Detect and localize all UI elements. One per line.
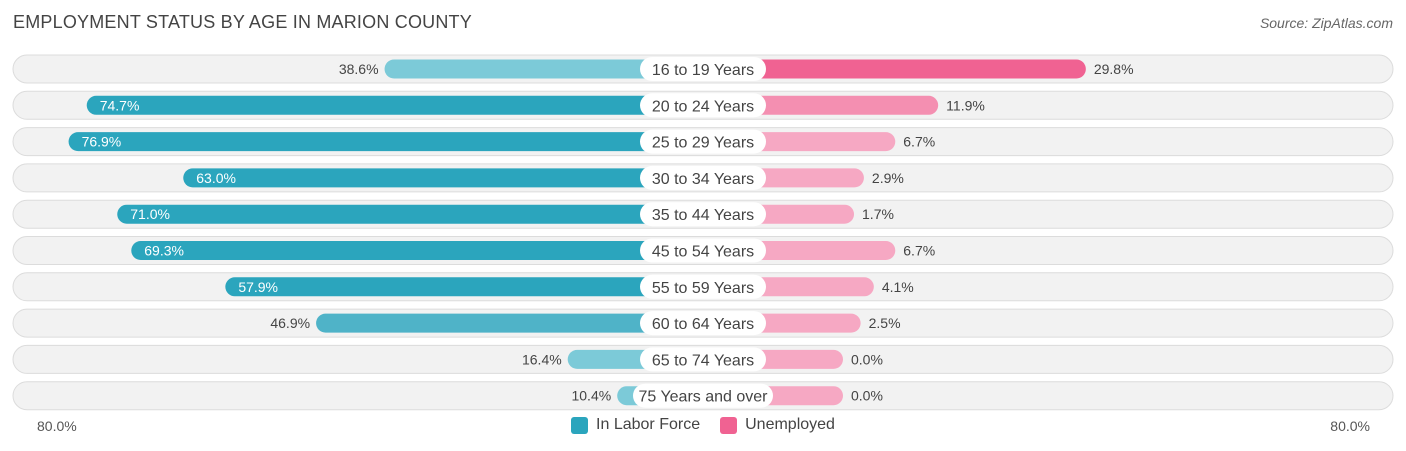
labor-force-bar — [117, 204, 703, 224]
labor-force-value-label: 63.0% — [196, 170, 236, 186]
category-label-pill — [640, 274, 766, 299]
labor-force-bar — [68, 132, 703, 152]
legend-label-unemployed: Unemployed — [745, 416, 835, 433]
labor-force-bar — [225, 277, 703, 297]
category-label-pill — [640, 347, 766, 372]
legend-label-labor-force: In Labor Force — [596, 416, 701, 433]
labor-force-value-label: 69.3% — [144, 243, 184, 259]
unemployed-value-label: 6.7% — [903, 243, 935, 259]
category-label: 60 to 64 Years — [652, 316, 754, 333]
category-label-pill — [640, 202, 766, 227]
labor-force-bar — [86, 95, 704, 115]
legend-swatch-labor-force — [571, 416, 589, 434]
category-label-pill — [640, 57, 766, 81]
category-label: 75 Years and over — [639, 389, 769, 406]
unemployed-value-label: 2.9% — [872, 170, 904, 186]
category-label-pill — [640, 129, 766, 154]
category-label-pill — [640, 93, 766, 118]
category-label: 55 to 59 Years — [652, 280, 754, 297]
category-label-pill — [640, 165, 766, 190]
legend-item-unemployed: Unemployed — [720, 416, 835, 434]
labor-force-bar — [131, 241, 703, 260]
unemployed-value-label: 6.7% — [903, 134, 935, 150]
category-label: 45 to 54 Years — [652, 244, 754, 261]
labor-force-bar — [384, 59, 703, 79]
chart-title: EMPLOYMENT STATUS BY AGE IN MARION COUNT… — [13, 12, 472, 32]
unemployed-value-label: 29.8% — [1094, 61, 1134, 77]
labor-force-value-label: 74.7% — [100, 97, 140, 113]
labor-force-value-label: 46.9% — [270, 315, 310, 331]
category-label-pill — [633, 383, 773, 408]
category-label: 20 to 24 Years — [652, 98, 754, 115]
legend-swatch-unemployed — [720, 416, 738, 434]
axis-right-label: 80.0% — [1330, 418, 1370, 434]
unemployed-value-label: 11.9% — [946, 97, 985, 113]
category-label: 35 to 44 Years — [652, 207, 754, 224]
labor-force-value-label: 76.9% — [82, 134, 122, 150]
axis-left-label: 80.0% — [37, 418, 77, 434]
category-label: 65 to 74 Years — [652, 352, 754, 369]
unemployed-value-label: 2.5% — [869, 315, 901, 331]
category-label-pill — [640, 311, 766, 336]
legend-item-labor-force: In Labor Force — [571, 416, 700, 434]
labor-force-value-label: 38.6% — [339, 61, 379, 77]
labor-force-bar — [183, 168, 703, 188]
labor-force-value-label: 16.4% — [522, 351, 562, 367]
category-label: 30 to 34 Years — [652, 171, 754, 188]
unemployed-value-label: 4.1% — [882, 279, 914, 295]
unemployed-bar — [703, 59, 1086, 79]
labor-force-value-label: 10.4% — [571, 388, 611, 404]
labor-force-bar — [316, 313, 703, 333]
legend: In Labor Force Unemployed — [0, 416, 1406, 434]
category-label: 16 to 19 Years — [652, 62, 754, 79]
unemployed-value-label: 1.7% — [862, 206, 894, 222]
labor-force-value-label: 57.9% — [238, 279, 278, 295]
unemployed-value-label: 0.0% — [851, 351, 883, 367]
category-label: 25 to 29 Years — [652, 135, 754, 152]
unemployed-value-label: 0.0% — [851, 388, 883, 404]
labor-force-value-label: 71.0% — [130, 206, 170, 222]
source-label: Source: ZipAtlas.com — [1259, 15, 1393, 31]
category-label-pill — [640, 238, 766, 263]
